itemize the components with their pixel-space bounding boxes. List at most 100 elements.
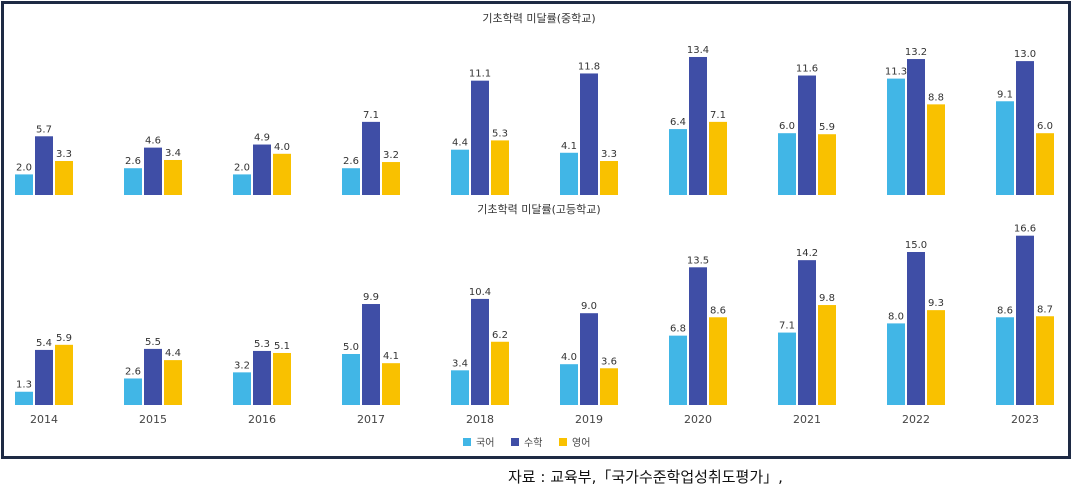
bar-high-2022-영어 <box>927 310 945 405</box>
data-label-2016-0: 2.0 <box>234 162 250 173</box>
data-label-2014-1: 5.4 <box>36 338 52 349</box>
bar-middle-2016-수학 <box>253 144 271 195</box>
x-tick-label: 2014 <box>30 413 58 426</box>
legend-swatch-1 <box>463 438 471 446</box>
data-label-2022-2: 8.8 <box>928 92 944 103</box>
bar-high-2019-수학 <box>580 313 598 405</box>
legend-swatch-3 <box>559 438 567 446</box>
data-label-2023-0: 9.1 <box>997 89 1013 100</box>
bar-high-2017-영어 <box>382 363 400 405</box>
bar-high-2015-수학 <box>144 348 162 405</box>
data-label-2016-0: 3.2 <box>234 360 250 371</box>
legend-label-1: 국어 <box>476 437 494 449</box>
bar-middle-2019-수학 <box>580 73 598 195</box>
bar-middle-2014-국어 <box>15 174 33 195</box>
data-label-2015-1: 4.6 <box>145 136 161 147</box>
data-label-2017-0: 2.6 <box>343 156 359 167</box>
legend-label-3: 영어 <box>572 437 590 449</box>
bar-middle-2019-국어 <box>560 152 578 195</box>
data-label-2022-1: 15.0 <box>905 240 927 251</box>
bar-middle-2020-국어 <box>669 129 687 195</box>
bar-middle-2016-영어 <box>273 153 291 195</box>
bar-middle-2015-영어 <box>164 159 182 195</box>
bar-high-2018-영어 <box>491 341 509 405</box>
bar-middle-2022-수학 <box>907 59 925 195</box>
legend-swatch-2 <box>511 438 519 446</box>
bar-high-2014-영어 <box>55 344 73 405</box>
x-tick-label: 2020 <box>684 413 712 426</box>
data-label-2020-0: 6.8 <box>670 324 686 335</box>
data-label-2021-2: 9.8 <box>819 293 835 304</box>
bar-high-2015-영어 <box>164 360 182 405</box>
data-label-2021-0: 7.1 <box>779 321 795 332</box>
data-label-2017-0: 5.0 <box>343 342 359 353</box>
data-label-2017-2: 3.2 <box>383 150 399 161</box>
data-label-2022-1: 13.2 <box>905 47 927 58</box>
bar-middle-2022-국어 <box>887 78 905 195</box>
bar-middle-2015-국어 <box>124 168 142 195</box>
bar-high-2016-수학 <box>253 350 271 405</box>
data-label-2015-0: 2.6 <box>125 156 141 167</box>
data-label-2017-2: 4.1 <box>383 351 399 362</box>
x-tick-label: 2021 <box>793 413 821 426</box>
bar-high-2022-수학 <box>907 252 925 405</box>
data-label-2020-1: 13.4 <box>687 45 709 56</box>
data-label-2014-2: 5.9 <box>56 333 72 344</box>
data-label-2018-0: 4.4 <box>452 138 468 149</box>
bar-middle-2021-수학 <box>798 75 816 195</box>
data-label-2022-0: 11.3 <box>885 67 907 78</box>
x-tick-label: 2019 <box>575 413 603 426</box>
data-label-2021-1: 11.6 <box>796 64 818 75</box>
data-label-2019-2: 3.3 <box>601 149 617 160</box>
data-label-2015-1: 5.5 <box>145 337 161 348</box>
bar-high-2021-영어 <box>818 305 836 405</box>
x-tick-label: 2018 <box>466 413 494 426</box>
data-label-2015-0: 2.6 <box>125 366 141 377</box>
data-label-2023-2: 6.0 <box>1037 121 1053 132</box>
data-label-2017-1: 9.9 <box>363 292 379 303</box>
data-label-2023-0: 8.6 <box>997 305 1013 316</box>
bar-middle-2021-국어 <box>778 133 796 195</box>
data-label-2020-1: 13.5 <box>687 255 709 266</box>
bar-high-2016-영어 <box>273 352 291 405</box>
chart-title-2: 기초학력 미달률(고등학교) <box>477 203 600 216</box>
data-label-2021-1: 14.2 <box>796 248 818 259</box>
data-label-2022-2: 9.3 <box>928 298 944 309</box>
data-label-2020-2: 8.6 <box>710 305 726 316</box>
bar-high-2021-국어 <box>778 332 796 405</box>
bar-middle-2016-국어 <box>233 174 251 195</box>
data-label-2021-2: 5.9 <box>819 122 835 133</box>
bar-middle-2022-영어 <box>927 104 945 195</box>
bar-high-2020-국어 <box>669 335 687 405</box>
bar-middle-2020-수학 <box>689 56 707 196</box>
data-label-2018-0: 3.4 <box>452 358 468 369</box>
data-label-2019-1: 9.0 <box>581 301 597 312</box>
bar-middle-2014-수학 <box>35 136 53 195</box>
bar-high-2023-수학 <box>1016 235 1034 405</box>
bar-middle-2017-국어 <box>342 168 360 195</box>
data-label-2019-2: 3.6 <box>601 356 617 367</box>
bar-middle-2023-영어 <box>1036 133 1054 195</box>
bar-high-2014-수학 <box>35 349 53 405</box>
bar-high-2020-영어 <box>709 317 727 405</box>
data-label-2014-0: 2.0 <box>16 162 32 173</box>
bar-middle-2019-영어 <box>600 161 618 195</box>
data-label-2019-1: 11.8 <box>578 61 600 72</box>
bar-high-2023-국어 <box>996 317 1014 405</box>
bar-high-2014-국어 <box>15 391 33 405</box>
data-label-2016-1: 5.3 <box>254 339 270 350</box>
bar-middle-2020-영어 <box>709 121 727 195</box>
data-label-2014-0: 1.3 <box>16 380 32 391</box>
bar-middle-2017-영어 <box>382 162 400 195</box>
data-label-2018-2: 5.3 <box>492 128 508 139</box>
bar-middle-2023-수학 <box>1016 61 1034 195</box>
legend-label-2: 수학 <box>524 437 542 449</box>
bar-high-2023-영어 <box>1036 316 1054 405</box>
data-label-2020-2: 7.1 <box>710 110 726 121</box>
bar-middle-2021-영어 <box>818 134 836 195</box>
data-label-2018-1: 10.4 <box>469 287 491 298</box>
bar-high-2015-국어 <box>124 378 142 405</box>
chart-title-1: 기초학력 미달률(중학교) <box>482 12 595 25</box>
bar-high-2022-국어 <box>887 323 905 405</box>
